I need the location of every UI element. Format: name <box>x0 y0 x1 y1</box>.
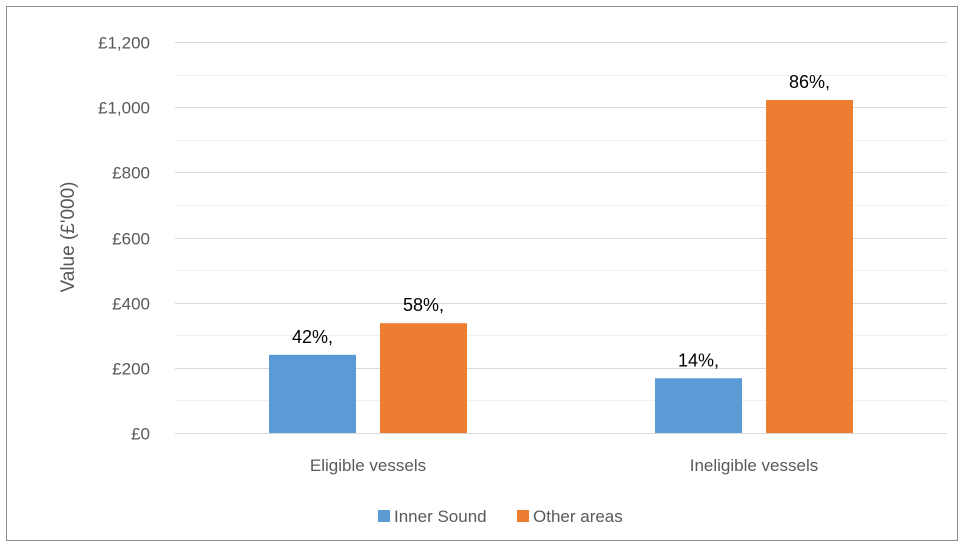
data-label: 86%, <box>789 72 830 92</box>
y-tick-label: £0 <box>131 425 150 444</box>
data-label: 58%, <box>403 295 444 315</box>
y-tick-label: £800 <box>112 164 150 183</box>
data-labels: 42%, 58%, 14%, 86%, <box>292 72 830 370</box>
bar <box>655 378 742 433</box>
y-axis-ticks: £0 £200 £400 £600 £800 £1,000 £1,200 <box>98 34 150 444</box>
data-label: 14%, <box>678 350 719 370</box>
y-tick-label: £1,200 <box>98 34 150 53</box>
bar <box>766 99 853 433</box>
bar <box>269 354 356 433</box>
bars <box>269 99 853 433</box>
legend: Inner Sound Other areas <box>378 507 623 526</box>
y-tick-label: £400 <box>112 295 150 314</box>
x-tick-label: Eligible vessels <box>310 456 426 475</box>
data-label: 42%, <box>292 327 333 347</box>
y-axis-label: Value (£'000) <box>58 181 79 292</box>
y-tick-label: £600 <box>112 230 150 249</box>
legend-label: Inner Sound <box>394 507 487 526</box>
y-tick-label: £1,000 <box>98 99 150 118</box>
y-tick-label: £200 <box>112 360 150 379</box>
x-tick-label: Ineligible vessels <box>690 456 819 475</box>
x-axis-categories: Eligible vessels Ineligible vessels <box>310 456 818 475</box>
legend-swatch <box>378 510 390 522</box>
legend-label: Other areas <box>533 507 623 526</box>
legend-swatch <box>517 510 529 522</box>
bar <box>380 323 467 433</box>
